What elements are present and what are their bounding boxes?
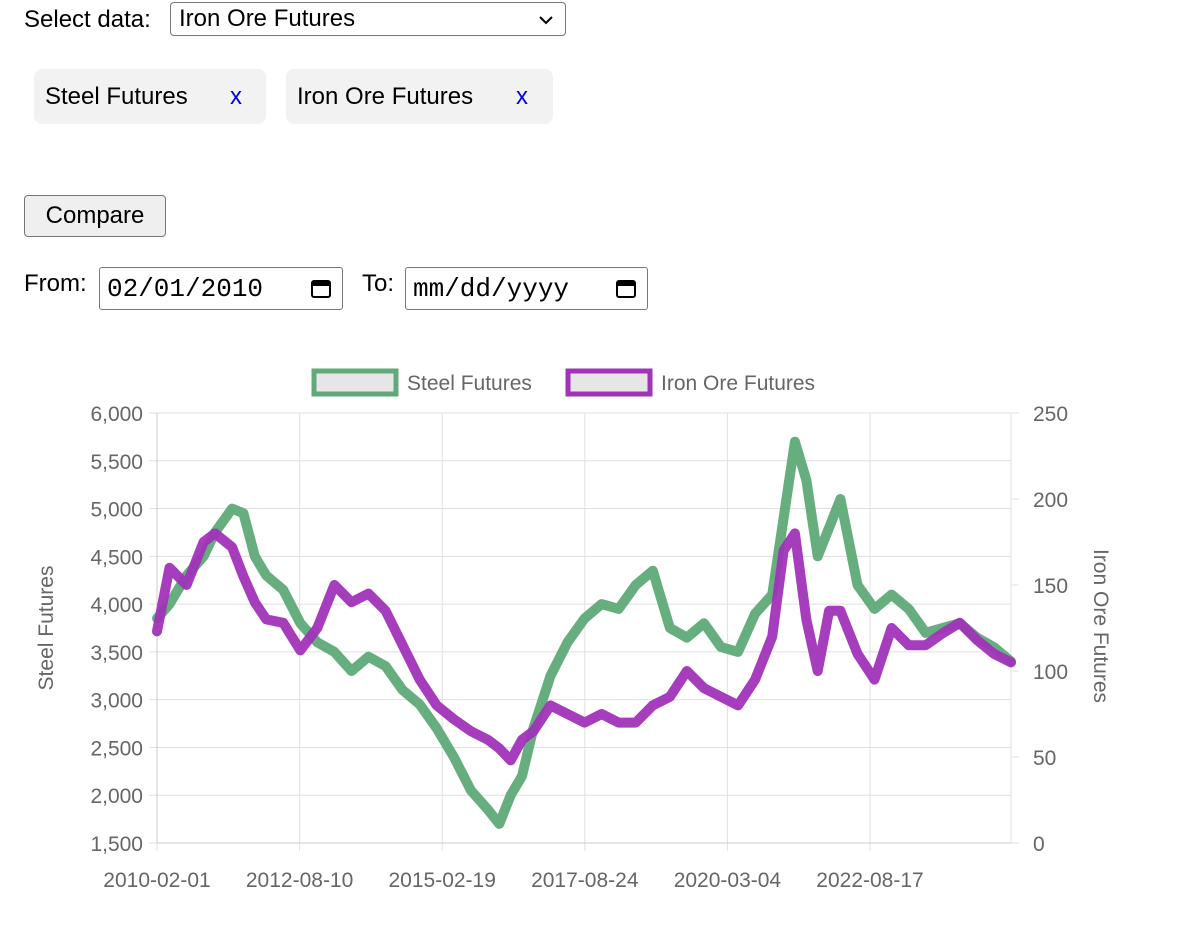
left-axis-title: Steel Futures xyxy=(35,566,58,691)
right-axis-title: Iron Ore Futures xyxy=(1089,549,1112,703)
from-date-value: 02/01/2010 xyxy=(107,273,264,304)
left-tick-label: 3,500 xyxy=(90,642,143,665)
left-tick-label: 3,000 xyxy=(90,690,143,713)
left-tick-label: 5,000 xyxy=(90,499,143,522)
right-tick-label: 150 xyxy=(1033,575,1068,598)
x-tick-label: 2020-03-04 xyxy=(674,869,782,892)
left-tick-label: 6,000 xyxy=(90,403,143,426)
data-select-value: Iron Ore Futures xyxy=(179,5,356,32)
futures-chart: 1,500 2,000 2,500 3,000 3,500 4,000 4,500 5,000… xyxy=(35,368,1112,892)
left-tick-label: 4,500 xyxy=(90,546,143,569)
x-tick-label: 2015-02-19 xyxy=(388,869,495,892)
remove-chip-steel-button[interactable]: x xyxy=(230,82,242,110)
legend-label: Iron Ore Futures xyxy=(661,372,815,395)
calendar-icon[interactable] xyxy=(615,277,637,299)
data-select[interactable]: Iron Ore Futures xyxy=(170,2,566,36)
series-line-steel-futures xyxy=(152,436,1016,829)
x-tick-label: 2022-08-17 xyxy=(816,869,923,892)
x-tick-label: 2010-02-01 xyxy=(103,869,210,892)
right-tick-label: 100 xyxy=(1033,661,1068,684)
select-data-row: Select data: xyxy=(24,2,151,38)
compare-button[interactable]: Compare xyxy=(24,195,166,237)
legend-swatch xyxy=(311,368,399,397)
left-tick-label: 2,000 xyxy=(90,785,143,808)
x-tick-label: 2017-08-24 xyxy=(531,869,639,892)
left-tick-label: 2,500 xyxy=(90,737,143,760)
from-label: From: xyxy=(24,270,87,297)
remove-chip-iron-ore-button[interactable]: x xyxy=(516,82,528,110)
chip-label: Iron Ore Futures xyxy=(297,82,474,110)
chip-label: Steel Futures xyxy=(45,82,188,110)
chevron-down-icon xyxy=(539,16,553,25)
to-date-input[interactable]: mm/dd/yyyy xyxy=(405,267,648,310)
calendar-icon[interactable] xyxy=(310,277,332,299)
right-tick-label: 0 xyxy=(1033,833,1045,856)
x-tick-label: 2012-08-10 xyxy=(246,869,353,892)
left-tick-label: 5,500 xyxy=(90,451,143,474)
right-tick-label: 250 xyxy=(1033,403,1068,426)
to-date-placeholder: mm/dd/yyyy xyxy=(413,273,570,304)
legend-swatch xyxy=(565,368,653,397)
select-data-label: Select data: xyxy=(24,6,151,33)
left-tick-label: 1,500 xyxy=(90,833,143,856)
right-tick-label: 200 xyxy=(1033,489,1068,512)
series-line-iron-ore-futures xyxy=(152,528,1016,766)
chip-iron-ore-futures: Iron Ore Futures x xyxy=(286,69,553,124)
legend-label: Steel Futures xyxy=(407,372,532,395)
to-label: To: xyxy=(362,270,395,297)
right-tick-label: 50 xyxy=(1033,747,1056,770)
from-date-input[interactable]: 02/01/2010 xyxy=(99,267,343,310)
chip-steel-futures: Steel Futures x xyxy=(34,69,266,124)
left-tick-label: 4,000 xyxy=(90,594,143,617)
